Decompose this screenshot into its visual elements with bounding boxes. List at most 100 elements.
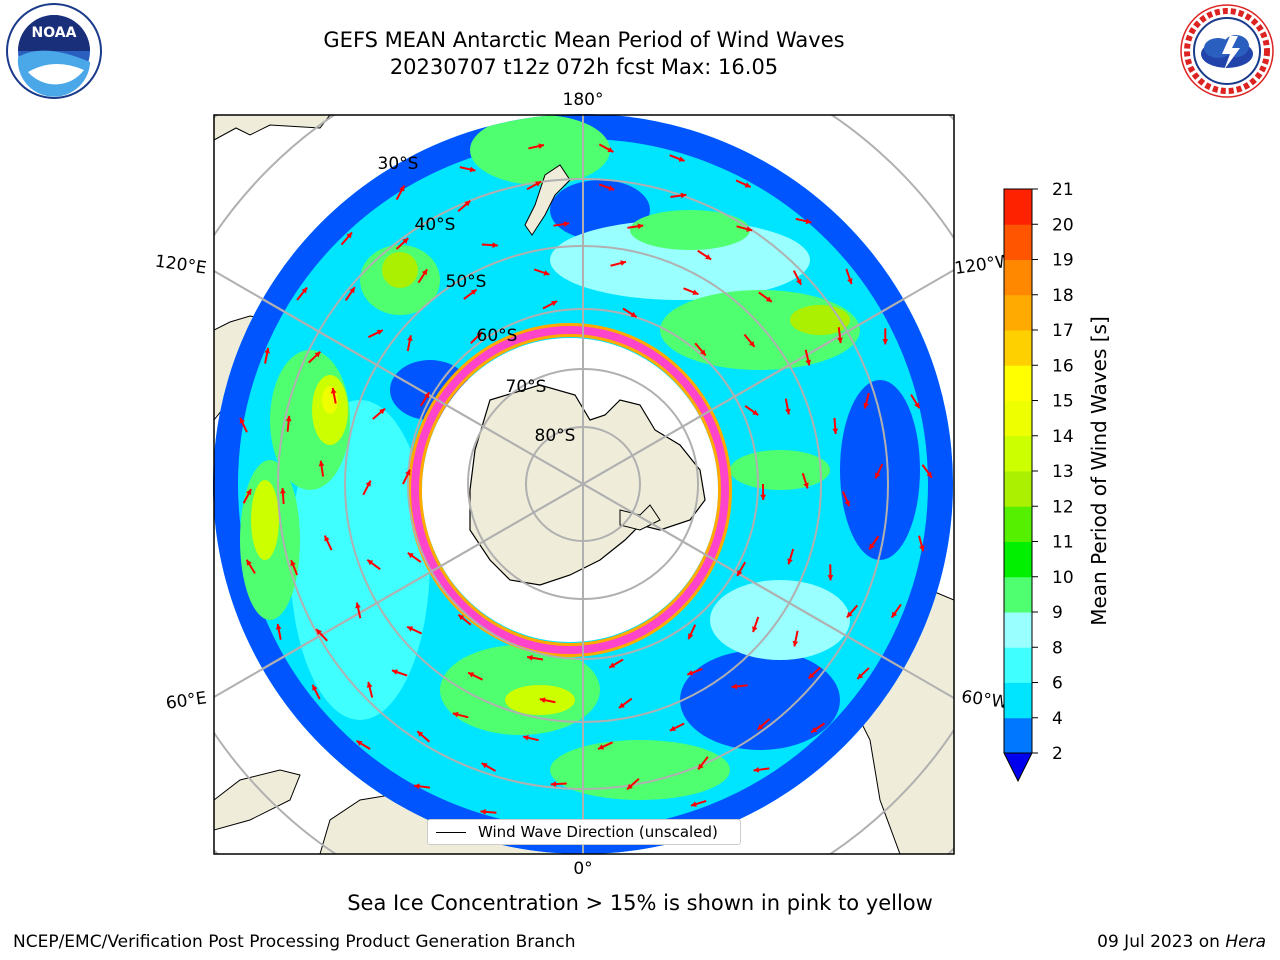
wind-wave-arrow-head (863, 402, 869, 409)
wind-wave-arrow-head (405, 469, 411, 476)
lon-label-bottom: 0° (573, 859, 592, 879)
wind-wave-arrow-head (637, 223, 644, 230)
wind-wave-arrow-head (765, 296, 772, 302)
wind-wave-arrow-head (891, 611, 898, 618)
wind-wave-arrow-head (492, 242, 498, 249)
chart-subtitle: 20230707 t12z 072h fcst Max: 16.05 (389, 55, 779, 79)
wind-wave-arrow-head (417, 731, 424, 737)
colorbar-tick-label: 15 (1052, 392, 1074, 412)
wind-wave-arrow-head (376, 329, 383, 336)
footer-date: 09 Jul 2023 on Hera (1097, 932, 1266, 952)
wind-wave-arrow-head (857, 673, 864, 680)
wind-wave-arrow-head (760, 494, 766, 500)
colorbar-segment (1004, 365, 1032, 401)
wind-wave-arrow-head (290, 560, 296, 567)
wind-wave-arrow-head (805, 218, 812, 225)
wind-wave-arrow-head (563, 221, 570, 227)
wind-wave-arrow-head (365, 480, 371, 487)
wind-wave-arrow-head (535, 181, 542, 187)
colorbar-tick-label: 16 (1052, 356, 1074, 376)
wind-wave-arrow-head (470, 289, 477, 295)
wind-wave-arrow-head (882, 339, 889, 345)
wind-wave-arrow-head (458, 614, 465, 621)
colorbar-tick-label: 11 (1052, 533, 1074, 553)
colorbar-tick-label: 2 (1052, 744, 1063, 764)
wind-wave-arrow-head (543, 270, 550, 276)
wind-wave-arrow-head (346, 232, 352, 239)
colorbar-segment (1004, 294, 1032, 331)
wind-wave-arrow-head (239, 417, 246, 424)
colorbar-segment (1004, 576, 1032, 613)
colorbar-tick-label: 19 (1052, 251, 1074, 271)
colorbar: 2 4 6 8 9 10 11 12 13 14 15 16 17 18 19 20 21 (1003, 180, 1074, 783)
colorbar-tick-label: 12 (1052, 497, 1074, 517)
wind-wave-arrow-head (367, 559, 374, 566)
wind-wave-arrow-head (692, 289, 699, 295)
wind-wave-arrow-head (737, 569, 743, 576)
noaa-logo-text: NOAA (32, 25, 77, 41)
wind-wave-arrow-head (391, 669, 398, 675)
wind-wave-arrow-head (480, 808, 486, 815)
wind-wave-arrow-head (669, 725, 676, 731)
colorbar-tick-label: 20 (1052, 215, 1074, 235)
wind-wave-arrow-head (805, 359, 811, 366)
wind-wave-arrow-head (324, 535, 330, 542)
colorbar-segment (1004, 506, 1032, 542)
wind-wave-arrow-head (538, 143, 545, 149)
colorbar-segment (1004, 435, 1032, 472)
wind-wave-arrow-head (680, 192, 687, 199)
lat-label-60s: 60°S (477, 326, 518, 346)
colorbar-tick-label: 4 (1052, 709, 1063, 729)
map-frame (213, 114, 955, 855)
wind-wave-arrow-head (796, 278, 802, 285)
colorbar-tick-label: 9 (1052, 603, 1063, 623)
wind-wave-arrow-head (792, 640, 799, 647)
wind-wave-arrow-head (914, 402, 920, 409)
legend-line-icon (436, 832, 466, 833)
wind-wave-arrow-head (407, 626, 414, 632)
wind-wave-arrow-head (847, 278, 853, 285)
wind-wave-arrow-head (523, 734, 529, 741)
wind-wave-arrow-head (481, 763, 488, 769)
wind-wave-arrow-head (688, 633, 694, 640)
lat-label-50s: 50°S (446, 272, 487, 292)
wind-wave-arrow-head (705, 254, 712, 260)
wind-wave-arrow-head (318, 460, 325, 467)
noaa-logo-icon: NOAA (6, 3, 102, 99)
wind-wave-arrow-head (926, 471, 932, 478)
wind-wave-arrow-head (424, 392, 430, 399)
wind-wave-arrow-head (366, 681, 373, 688)
wind-wave-arrow-head (618, 702, 625, 709)
wind-wave-arrow-head (551, 300, 558, 307)
graticule-outer (214, 115, 954, 854)
legend-label: Wind Wave Direction (unscaled) (478, 823, 718, 841)
wind-wave-arrow-head (246, 559, 252, 566)
colorbar-tick-label: 18 (1052, 286, 1074, 306)
colorbar-segment (1004, 330, 1032, 366)
legend: Wind Wave Direction (unscaled) (427, 819, 741, 845)
wind-wave-arrow-head (285, 415, 292, 422)
wind-wave-arrow-head (875, 472, 881, 479)
wind-wave-arrow-head (379, 408, 385, 415)
wind-wave-arrow-head (314, 351, 321, 358)
wind-wave-arrow-head (785, 408, 791, 415)
colorbar-extend-triangle (1003, 752, 1033, 783)
wind-wave-arrow-head (919, 545, 925, 552)
wind-wave-arrow-head (356, 740, 363, 746)
wind-wave-arrow-head (402, 238, 409, 244)
wind-wave-arrow-head (827, 575, 834, 581)
wind-wave-arrow-head (687, 670, 694, 676)
colorbar-segment (1004, 541, 1032, 578)
wind-wave-arrow-head (539, 697, 546, 703)
nws-logo-icon (1180, 4, 1274, 98)
wind-wave-arrow-head (752, 409, 759, 416)
colorbar-tick-label: 13 (1052, 462, 1074, 482)
wind-wave-arrow-head (246, 489, 252, 496)
wind-wave-arrow-head (607, 146, 614, 153)
colorbar-segment (1004, 189, 1032, 225)
wind-wave-arrow-head (698, 763, 704, 770)
wind-wave-arrow-head (832, 428, 839, 434)
lon-label-right-lower: 60°W (960, 687, 1009, 713)
colorbar-tick-label: 6 (1052, 674, 1063, 694)
wind-wave-arrow-head (844, 500, 850, 507)
